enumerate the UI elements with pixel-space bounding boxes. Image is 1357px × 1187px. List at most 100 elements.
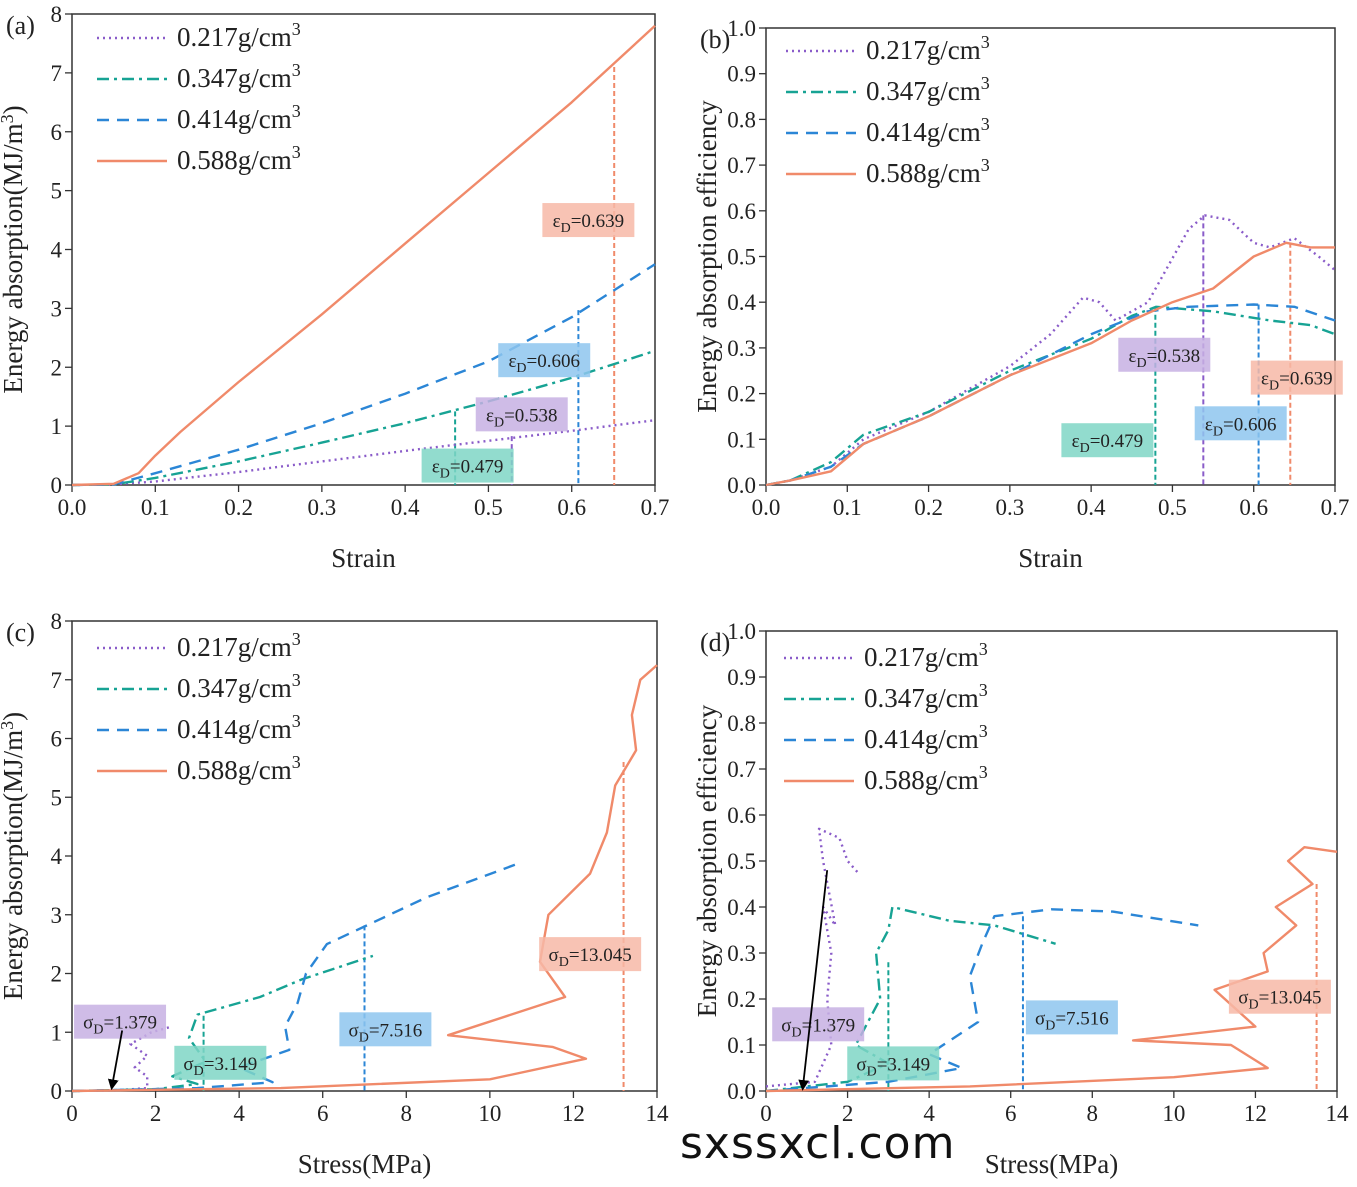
annotation-label: σD=7.516	[1035, 1008, 1109, 1033]
y-tick-label: 0.1	[727, 1033, 756, 1058]
annotation-box	[1118, 337, 1211, 372]
series-line	[71, 1025, 173, 1093]
y-tick-label: 5	[51, 179, 63, 204]
x-tick-label: 6	[1005, 1101, 1017, 1126]
legend-label: 0.414g/cm3	[177, 711, 301, 744]
x-tick-label: 0.7	[1321, 495, 1350, 520]
y-tick-label: 0.5	[727, 245, 756, 270]
annotation-label: σD=7.516	[348, 1020, 422, 1045]
y-tick-label: 0.5	[727, 849, 756, 874]
x-tick-label: 0.4	[391, 495, 420, 520]
panel-label: (b)	[700, 25, 730, 54]
annotation-box	[74, 1004, 167, 1039]
series-line	[765, 908, 1199, 1093]
legend-label: 0.414g/cm3	[177, 101, 301, 134]
annotation-box	[475, 397, 568, 432]
y-tick-label: 0.8	[727, 107, 756, 132]
y-tick-label: 0.9	[727, 665, 756, 690]
series-line	[765, 241, 1335, 487]
annotation-box	[1250, 360, 1343, 395]
y-tick-label: 8	[51, 609, 63, 634]
y-tick-label: 0.0	[727, 1079, 756, 1104]
chart-panel-c: 0 2 4 6 8 10 12 14012345678(c)Stress(MPa)Energy…	[0, 609, 669, 1179]
x-tick-label: 8	[1087, 1101, 1099, 1126]
y-tick-label: 3	[51, 296, 63, 321]
y-tick-label: 0	[51, 1079, 63, 1104]
y-tick-label: 1.0	[727, 16, 756, 41]
panel-label: (c)	[6, 618, 35, 647]
legend-label: 0.347g/cm3	[866, 73, 990, 106]
x-tick-label: 0.0	[58, 495, 87, 520]
x-axis-label: Strain	[1018, 543, 1083, 573]
series-line	[71, 863, 516, 1093]
legend-label: 0.588g/cm3	[864, 762, 988, 795]
annotation-label: σD=13.045	[1238, 988, 1321, 1013]
series-line	[765, 827, 861, 1088]
annotation-box	[1061, 423, 1154, 458]
x-tick-label: 0.6	[557, 495, 586, 520]
legend-label: 0.217g/cm3	[177, 19, 301, 52]
x-tick-label: 0.1	[833, 495, 862, 520]
x-tick-label: 4	[923, 1101, 935, 1126]
annotation-label: σD=1.379	[781, 1015, 855, 1040]
y-tick-label: 1	[51, 414, 63, 439]
x-tick-label: 0.5	[474, 495, 503, 520]
y-tick-label: 0.6	[727, 803, 756, 828]
legend-label: 0.217g/cm3	[177, 629, 301, 662]
x-tick-label: 10	[1162, 1101, 1185, 1126]
series-line	[765, 305, 1336, 487]
y-tick-label: 7	[51, 668, 63, 693]
y-tick-label: 3	[51, 903, 63, 928]
chart-panel-d: 0 2 4 6 8 10 12 14 0.0 0.1 0.2 0.3 0.4 0.5 0.6 0.7 0.8 0.…	[692, 619, 1349, 1179]
x-tick-label: 0.7	[641, 495, 670, 520]
x-tick-label: 6	[317, 1101, 329, 1126]
y-tick-label: 0.2	[727, 382, 756, 407]
annotation-label: εD=0.639	[553, 211, 625, 236]
series-line	[71, 24, 656, 487]
annotation-box	[542, 203, 635, 238]
y-tick-label: 4	[51, 238, 63, 263]
x-tick-label: 12	[562, 1101, 585, 1126]
annotation-box	[772, 1007, 865, 1042]
y-tick-label: 7	[51, 61, 63, 86]
panel-label: (d)	[700, 628, 730, 657]
legend-label: 0.347g/cm3	[177, 670, 301, 703]
legend-label: 0.588g/cm3	[866, 155, 990, 188]
x-axis-label: Stress(MPa)	[985, 1149, 1119, 1179]
y-tick-label: 0.6	[727, 199, 756, 224]
annotation-label: σD=3.149	[183, 1054, 257, 1079]
legend-label: 0.347g/cm3	[864, 680, 988, 713]
y-tick-label: 6	[51, 727, 63, 752]
series-line	[765, 214, 1336, 487]
panel-label: (a)	[6, 11, 35, 40]
x-tick-label: 4	[233, 1101, 245, 1126]
annotation-box	[339, 1012, 432, 1047]
legend: 0.217g/cm3 0.347g/cm3 0.414g/cm3 0.588g/cm3	[97, 19, 301, 175]
y-tick-label: 4	[51, 844, 63, 869]
legend: 0.217g/cm3 0.347g/cm3 0.414g/cm3 0.588g/cm3	[97, 629, 301, 785]
annotation-box	[1194, 406, 1287, 441]
y-tick-label: 0.3	[727, 336, 756, 361]
x-tick-label: 0.6	[1239, 495, 1268, 520]
arrow-pointer	[107, 1030, 124, 1091]
y-tick-label: 0.1	[727, 427, 756, 452]
legend-label: 0.588g/cm3	[177, 142, 301, 175]
x-axis-label: Strain	[331, 543, 396, 573]
x-tick-label: 0.5	[1158, 495, 1187, 520]
legend-label: 0.588g/cm3	[177, 752, 301, 785]
x-tick-label: 8	[401, 1101, 413, 1126]
x-tick-label: 0	[66, 1101, 78, 1126]
annotation-box	[174, 1045, 267, 1080]
annotation-box	[421, 448, 514, 483]
x-tick-label: 10	[478, 1101, 501, 1126]
y-axis-label: Energy absorption efficiency	[692, 100, 722, 413]
x-tick-label: 14	[1326, 1101, 1350, 1126]
y-tick-label: 5	[51, 785, 63, 810]
chart-panel-b: 0.0 0.1 0.2 0.3 0.4 0.5 0.6 0.7 0.0 0.1 0.2 0.3 0.4 0…	[692, 16, 1349, 573]
y-tick-label: 0.7	[727, 757, 756, 782]
x-tick-label: 0.3	[995, 495, 1024, 520]
x-tick-label: 12	[1244, 1101, 1267, 1126]
legend: 0.217g/cm3 0.347g/cm3 0.414g/cm3 0.588g/cm3	[786, 32, 990, 188]
y-tick-label: 0.4	[727, 290, 756, 315]
